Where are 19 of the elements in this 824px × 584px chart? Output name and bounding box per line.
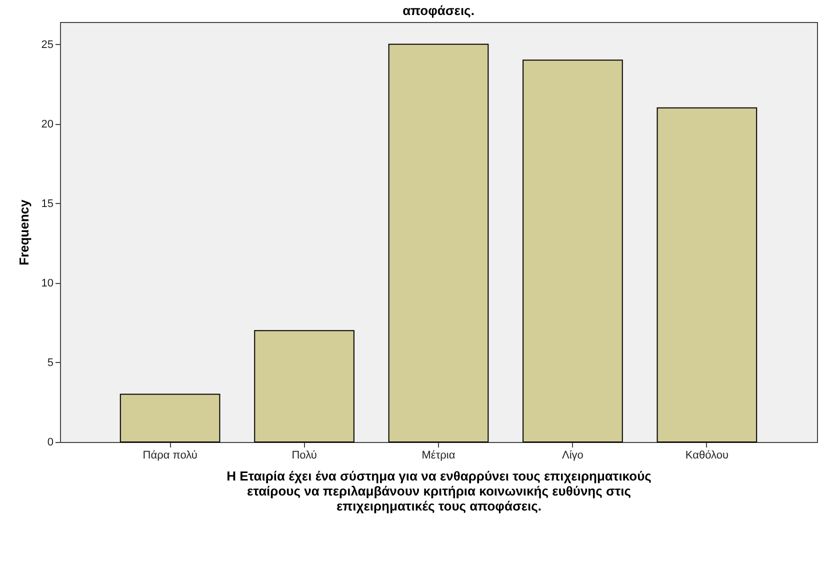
x-tick-label: Λίγο xyxy=(562,450,584,462)
y-tick-label: 15 xyxy=(41,198,54,210)
bar xyxy=(388,44,489,442)
chart-title: αποφάσεις. xyxy=(402,3,474,18)
x-tick-label: Μέτρια xyxy=(422,450,456,462)
y-axis-title: Frequency xyxy=(16,198,32,266)
bar xyxy=(120,394,220,442)
y-tick-label: 0 xyxy=(47,436,54,448)
x-tick-label: Πολύ xyxy=(292,450,317,462)
y-tick-label: 5 xyxy=(47,356,54,369)
y-tick-label: 25 xyxy=(41,38,54,51)
y-tick-label: 20 xyxy=(41,118,54,130)
bar xyxy=(254,330,354,442)
y-tick-label: 10 xyxy=(41,277,54,290)
x-tick-label: Καθόλου xyxy=(685,450,728,462)
bar xyxy=(522,60,623,442)
bar xyxy=(656,107,758,442)
x-axis-title: Η Εταιρία έχει ένα σύστημα για να ενθαρρύνει τους επιχειρηματικούς εταίρους να περιλαμβάνουν κριτήρια κοινωνικής ευθύνης στις επιχειρηματικές τους αποφάσεις. xyxy=(226,468,652,514)
x-tick-label: Πάρα πολύ xyxy=(142,450,198,462)
